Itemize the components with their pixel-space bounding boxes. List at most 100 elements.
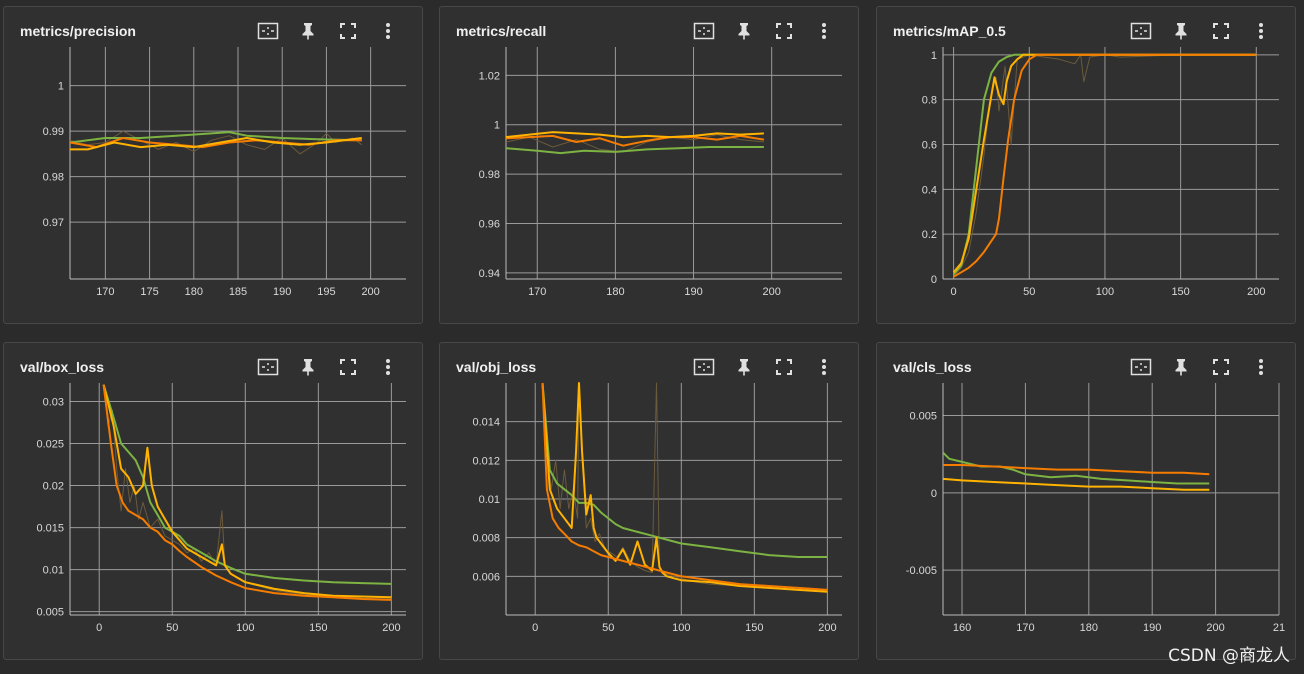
y-tick-label: 0.025 — [36, 439, 64, 451]
card-toolbar — [684, 355, 844, 379]
fit-domain-icon[interactable] — [248, 19, 288, 43]
x-tick-label: 150 — [309, 622, 327, 634]
series-line — [102, 384, 392, 599]
x-tick-label: 200 — [762, 286, 780, 298]
series-line — [953, 53, 1257, 278]
x-tick-label: 180 — [1080, 622, 1098, 634]
x-tick-label: 100 — [672, 622, 690, 634]
x-tick-label: 200 — [1206, 622, 1224, 634]
chart-card: metrics/mAP_0.5 0 0.2 0.4 0.6 0.8 1 0 50 100 150 20… — [876, 6, 1296, 324]
x-tick-label: 160 — [953, 622, 971, 634]
y-tick-label: 0.94 — [479, 268, 500, 280]
y-tick-label: 0.005 — [909, 410, 937, 422]
series-line — [102, 384, 392, 601]
card-toolbar — [1121, 355, 1281, 379]
series-line — [541, 382, 828, 558]
y-tick-label: 0.99 — [43, 126, 64, 138]
y-tick-label: 0.03 — [43, 396, 64, 408]
x-tick-label: 100 — [1096, 286, 1114, 298]
y-tick-label: 0.2 — [922, 229, 937, 241]
series-line — [943, 464, 1210, 476]
x-tick-label: 100 — [236, 622, 254, 634]
y-tick-label: 1 — [494, 120, 500, 132]
x-tick-label: 200 — [1247, 286, 1265, 298]
pin-icon[interactable] — [1161, 355, 1201, 379]
more-vert-icon[interactable] — [368, 355, 408, 379]
more-vert-icon[interactable] — [804, 19, 844, 43]
fullscreen-icon[interactable] — [764, 355, 804, 379]
y-tick-label: 1.02 — [479, 70, 500, 82]
pin-icon[interactable] — [288, 19, 328, 43]
more-vert-icon[interactable] — [1241, 19, 1281, 43]
y-tick-label: 0.96 — [479, 218, 500, 230]
fit-domain-icon[interactable] — [684, 19, 724, 43]
fit-domain-icon[interactable] — [248, 355, 288, 379]
y-tick-label: 1 — [58, 81, 64, 93]
y-tick-label: 0.98 — [43, 172, 64, 184]
chart-plot: 0.97 0.98 0.99 1 170 175 180 185 190 195 200 — [43, 47, 406, 298]
x-tick-label: 21 — [1273, 622, 1285, 634]
chart-title: metrics/mAP_0.5 — [893, 23, 1006, 39]
series-line — [943, 477, 1210, 491]
more-vert-icon[interactable] — [804, 355, 844, 379]
y-tick-label: 0.97 — [43, 217, 64, 229]
x-tick-label: 0 — [951, 286, 957, 298]
card-toolbar — [684, 19, 844, 43]
chart-title: val/box_loss — [20, 359, 105, 375]
y-tick-label: 0.8 — [922, 95, 937, 107]
chart-plot: 0 0.2 0.4 0.6 0.8 1 0 50 100 150 200 — [922, 47, 1279, 298]
more-vert-icon[interactable] — [368, 19, 408, 43]
x-tick-label: 0 — [96, 622, 102, 634]
x-tick-label: 50 — [166, 622, 178, 634]
y-tick-label: 0.014 — [472, 417, 500, 429]
x-tick-label: 180 — [606, 286, 624, 298]
y-tick-label: 0 — [931, 274, 937, 286]
x-tick-label: 200 — [818, 622, 836, 634]
chart-card: val/obj_loss 0.006 0.008 0.01 0.012 0.014 0 50 1… — [439, 342, 859, 660]
x-tick-label: 190 — [684, 286, 702, 298]
card-toolbar — [1121, 19, 1281, 43]
x-tick-label: 170 — [528, 286, 546, 298]
y-tick-label: 0 — [931, 488, 937, 500]
fit-domain-icon[interactable] — [1121, 19, 1161, 43]
y-tick-label: 0.98 — [479, 169, 500, 181]
fullscreen-icon[interactable] — [1201, 355, 1241, 379]
chart-title: val/obj_loss — [456, 359, 537, 375]
fullscreen-icon[interactable] — [764, 19, 804, 43]
series-line — [102, 384, 392, 585]
y-tick-label: 0.006 — [472, 571, 500, 583]
chart-plot: -0.005 0 0.005 160 170 180 190 200 21 — [906, 383, 1285, 634]
pin-icon[interactable] — [288, 355, 328, 379]
fullscreen-icon[interactable] — [1201, 19, 1241, 43]
series-line — [541, 382, 828, 593]
fullscreen-icon[interactable] — [328, 355, 368, 379]
x-tick-label: 200 — [361, 286, 379, 298]
x-tick-label: 190 — [273, 286, 291, 298]
series-line — [506, 134, 764, 153]
fit-domain-icon[interactable] — [684, 355, 724, 379]
pin-icon[interactable] — [1161, 19, 1201, 43]
x-tick-label: 175 — [140, 286, 158, 298]
more-vert-icon[interactable] — [1241, 355, 1281, 379]
chart-card: metrics/precision 0.97 0.98 0.99 1 170 175 180 1… — [3, 6, 423, 324]
watermark: CSDN @商龙人 — [1168, 646, 1290, 666]
pin-icon[interactable] — [724, 355, 764, 379]
x-tick-label: 200 — [382, 622, 400, 634]
pin-icon[interactable] — [724, 19, 764, 43]
y-tick-label: 0.01 — [479, 494, 500, 506]
x-tick-label: 0 — [532, 622, 538, 634]
x-tick-label: 180 — [185, 286, 203, 298]
x-tick-label: 150 — [1171, 286, 1189, 298]
y-tick-label: 0.012 — [472, 455, 500, 467]
fit-domain-icon[interactable] — [1121, 355, 1161, 379]
fullscreen-icon[interactable] — [328, 19, 368, 43]
chart-title: val/cls_loss — [893, 359, 972, 375]
card-toolbar — [248, 355, 408, 379]
series-line — [506, 131, 764, 139]
chart-plot: 0.006 0.008 0.01 0.012 0.014 0 50 100 150 200 — [472, 382, 842, 634]
series-line — [953, 54, 1257, 278]
y-tick-label: 0.005 — [36, 607, 64, 619]
series-line — [506, 134, 765, 147]
card-toolbar — [248, 19, 408, 43]
chart-card: val/box_loss 0.005 0.01 0.015 0.02 0.025 0.03 0… — [3, 342, 423, 660]
